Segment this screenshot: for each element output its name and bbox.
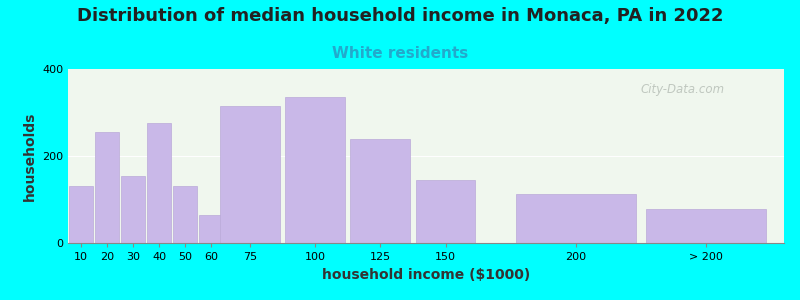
Bar bbox=[121, 176, 145, 243]
Bar bbox=[199, 215, 223, 243]
Bar bbox=[69, 186, 93, 243]
Y-axis label: households: households bbox=[22, 111, 37, 201]
Text: White residents: White residents bbox=[332, 46, 468, 62]
Text: Distribution of median household income in Monaca, PA in 2022: Distribution of median household income … bbox=[77, 8, 723, 26]
Bar bbox=[220, 106, 280, 243]
Bar bbox=[646, 209, 766, 243]
Bar bbox=[516, 194, 635, 243]
Bar bbox=[350, 139, 410, 243]
Bar bbox=[95, 132, 119, 243]
Bar bbox=[147, 123, 171, 243]
X-axis label: household income ($1000): household income ($1000) bbox=[322, 268, 530, 282]
Bar bbox=[286, 97, 346, 243]
Bar bbox=[415, 180, 475, 243]
Bar bbox=[173, 186, 197, 243]
Text: City-Data.com: City-Data.com bbox=[641, 83, 725, 96]
